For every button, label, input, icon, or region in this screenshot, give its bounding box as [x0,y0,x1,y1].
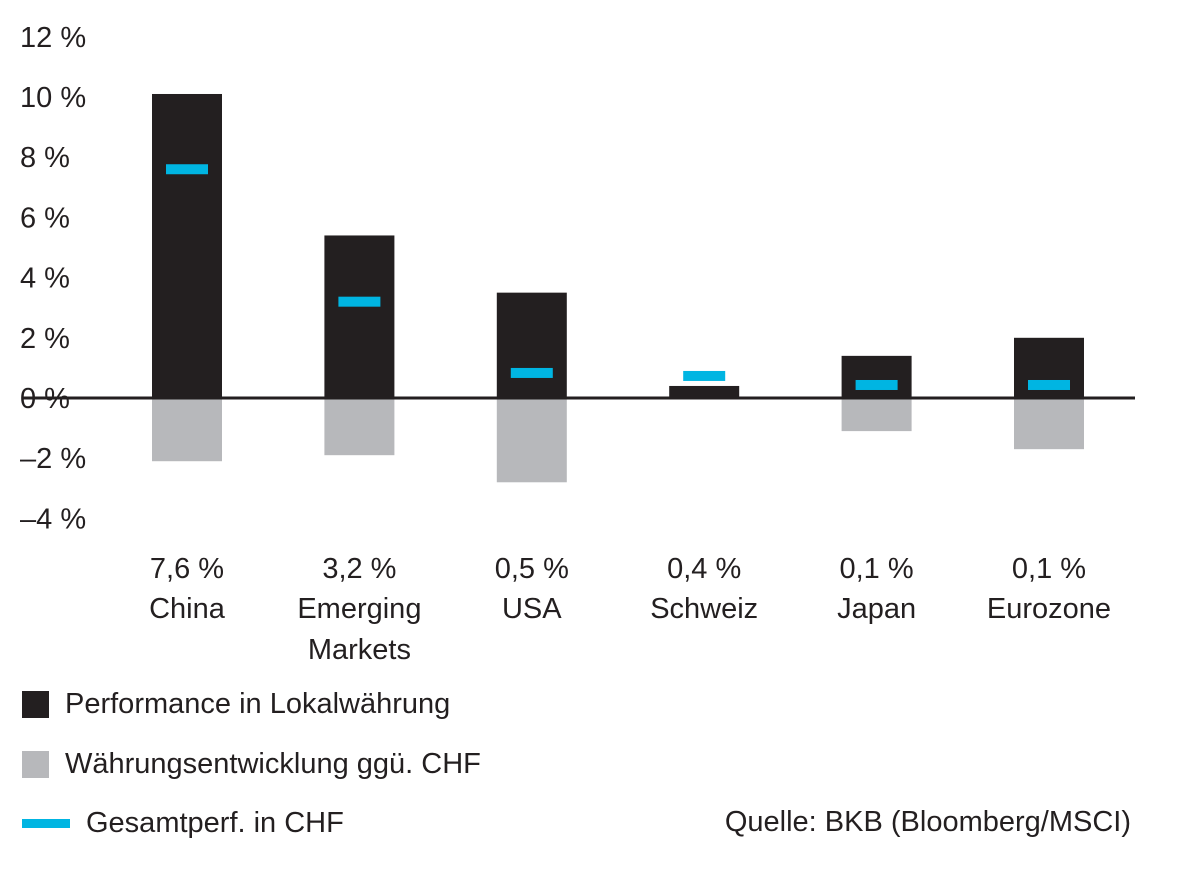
category-label: China [149,593,226,625]
bar-local-4 [841,355,912,398]
category-label: Markets [308,634,411,666]
currency-bars [152,398,1084,483]
legend-item-currency: Währungsentwicklung ggü. CHF [22,748,481,781]
marker-total-5 [1028,379,1070,390]
local-currency-bars [152,93,1084,399]
bar-currency-0 [152,398,222,462]
y-tick-label: –2 % [20,443,86,475]
y-tick-label: 10 % [20,82,86,114]
bar-currency-1 [324,398,395,456]
legend-label-currency: Währungsentwicklung ggü. CHF [65,748,481,780]
bar-currency-4 [841,398,912,432]
total-value-label: 0,4 % [667,553,741,585]
marker-total-1 [338,296,381,307]
marker-total-0 [166,164,208,175]
y-tick-label: 12 % [20,22,86,54]
total-value-label: 0,1 % [1012,553,1086,585]
total-value-label: 0,1 % [840,553,914,585]
bar-chart: 12 %10 %8 %6 %4 %2 %0 %–2 %–4 % 7,6 %Chi… [20,22,1135,666]
category-label: USA [502,593,562,625]
marker-total-4 [855,379,898,390]
total-value-label: 7,6 % [150,553,224,585]
y-tick-label: 6 % [20,202,70,234]
y-tick-label: 2 % [20,323,70,355]
total-performance-markers [166,164,1070,390]
total-value-label: 3,2 % [322,553,396,585]
category-label: Japan [837,593,916,625]
legend-item-total: Gesamtperf. in CHF [22,807,344,840]
category-label: Eurozone [987,593,1111,625]
legend-label-total: Gesamtperf. in CHF [86,807,344,839]
source-note: Quelle: BKB (Bloomberg/MSCI) [724,806,1131,838]
y-tick-label: –4 % [20,503,86,535]
marker-total-3 [683,370,726,381]
y-axis-ticks: 12 %10 %8 %6 %4 %2 %0 %–2 %–4 % [20,22,86,536]
legend-swatch-total [22,819,70,828]
marker-total-2 [510,367,553,378]
y-tick-label: 8 % [20,142,70,174]
bar-local-0 [152,93,222,399]
legend-swatch-local [22,691,49,718]
category-labels: 7,6 % China 3,2 % Emerging Markets 0,5 % USA 0,… [149,553,1111,666]
legend-swatch-currency [22,751,49,778]
total-value-label: 0,5 % [495,553,569,585]
bar-currency-5 [1014,398,1084,450]
category-label: Emerging [297,593,421,625]
category-label: Schweiz [650,593,758,625]
legend-label-local: Performance in Lokalwährung [65,688,451,720]
bar-currency-2 [496,398,567,483]
y-tick-label: 4 % [20,263,70,295]
bar-local-3 [669,385,740,398]
bar-local-2 [496,292,567,398]
bar-local-1 [324,235,395,398]
legend-item-local: Performance in Lokalwährung [22,688,450,721]
